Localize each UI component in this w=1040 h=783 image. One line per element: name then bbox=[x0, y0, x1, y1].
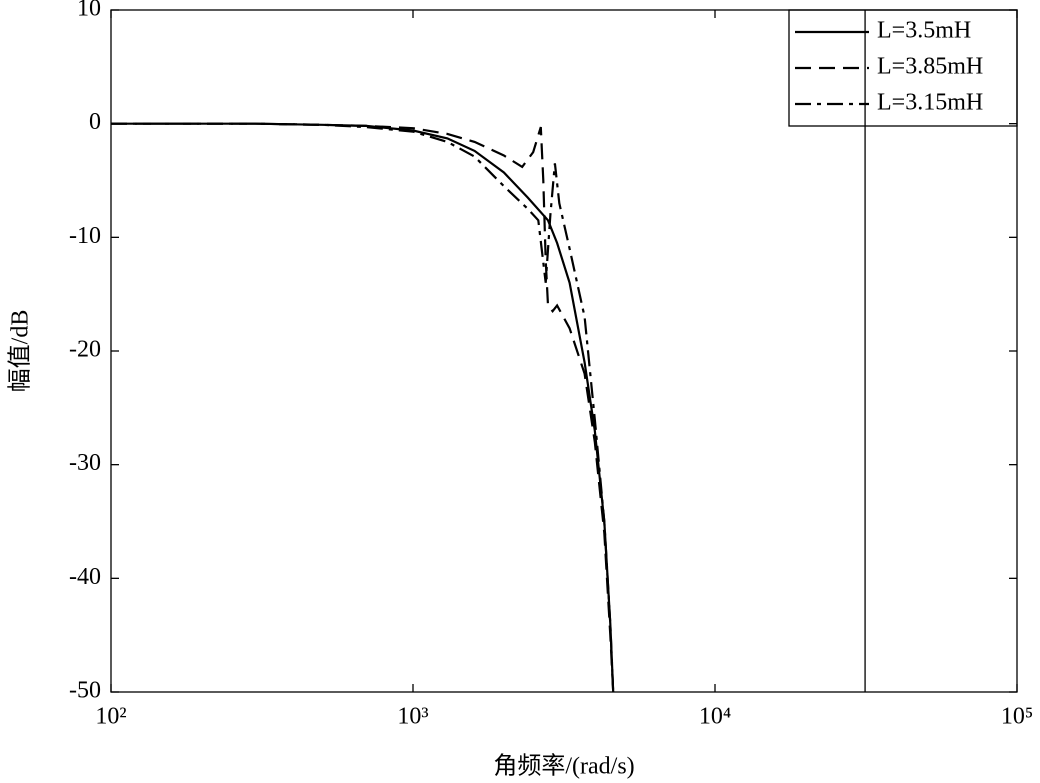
series-line bbox=[111, 122, 615, 693]
legend-label: L=3.85mH bbox=[877, 54, 983, 80]
y-tick-label: 10 bbox=[77, 0, 101, 22]
legend-box bbox=[788, 9, 1018, 127]
series-line bbox=[111, 122, 615, 693]
y-tick-label: -40 bbox=[69, 564, 101, 590]
legend-label: L=3.5mH bbox=[877, 18, 971, 44]
y-tick-label: -20 bbox=[69, 337, 101, 363]
y-tick-label: 0 bbox=[89, 109, 101, 135]
y-axis-label: 幅值/dB bbox=[7, 310, 34, 393]
x-tick-label: 10³ bbox=[397, 704, 428, 730]
x-tick-label: 10⁴ bbox=[699, 704, 731, 730]
y-tick-label: -10 bbox=[69, 223, 101, 249]
legend-label: L=3.15mH bbox=[877, 90, 983, 116]
series-line bbox=[111, 122, 615, 693]
x-tick-label: 10⁵ bbox=[1001, 704, 1033, 730]
x-tick-label: 10² bbox=[95, 704, 126, 730]
y-tick-label: -30 bbox=[69, 450, 101, 476]
y-tick-label: -50 bbox=[69, 678, 101, 704]
x-axis-label: 角频率/(rad/s) bbox=[493, 753, 634, 780]
